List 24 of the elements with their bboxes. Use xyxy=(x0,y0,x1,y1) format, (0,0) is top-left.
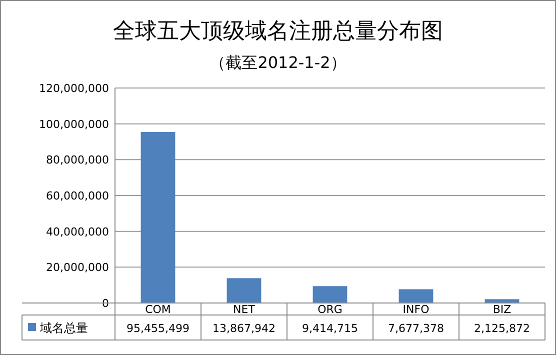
data-label: 13,867,942 xyxy=(212,322,276,335)
y-tick-label: 120,000,000 xyxy=(39,82,109,95)
y-tick-label: 20,000,000 xyxy=(46,261,109,274)
bar xyxy=(140,132,176,303)
x-tick-label: INFO xyxy=(402,303,430,316)
y-tick-label: 60,000,000 xyxy=(46,190,109,202)
bar xyxy=(398,289,434,303)
y-tick-label: 100,000,000 xyxy=(39,118,109,131)
data-label: 7,677,378 xyxy=(388,322,444,335)
x-tick-label: BIZ xyxy=(492,303,512,316)
x-tick-label: NET xyxy=(233,303,256,316)
y-tick-label: 80,000,000 xyxy=(46,154,109,167)
legend-label: 域名总量 xyxy=(39,321,88,335)
bar xyxy=(484,299,520,303)
x-tick-label: ORG xyxy=(318,303,342,316)
bar xyxy=(312,286,348,303)
bar xyxy=(226,278,262,303)
y-tick-label: 40,000,000 xyxy=(46,225,109,238)
data-label: 95,455,499 xyxy=(126,322,190,335)
data-label: 2,125,872 xyxy=(474,322,530,335)
x-tick-label: COM xyxy=(145,303,171,316)
chart-title: 全球五大顶级域名注册总量分布图 xyxy=(113,19,443,44)
chart-subtitle: （截至2012-1-2） xyxy=(210,53,346,72)
data-label: 9,414,715 xyxy=(302,322,358,335)
